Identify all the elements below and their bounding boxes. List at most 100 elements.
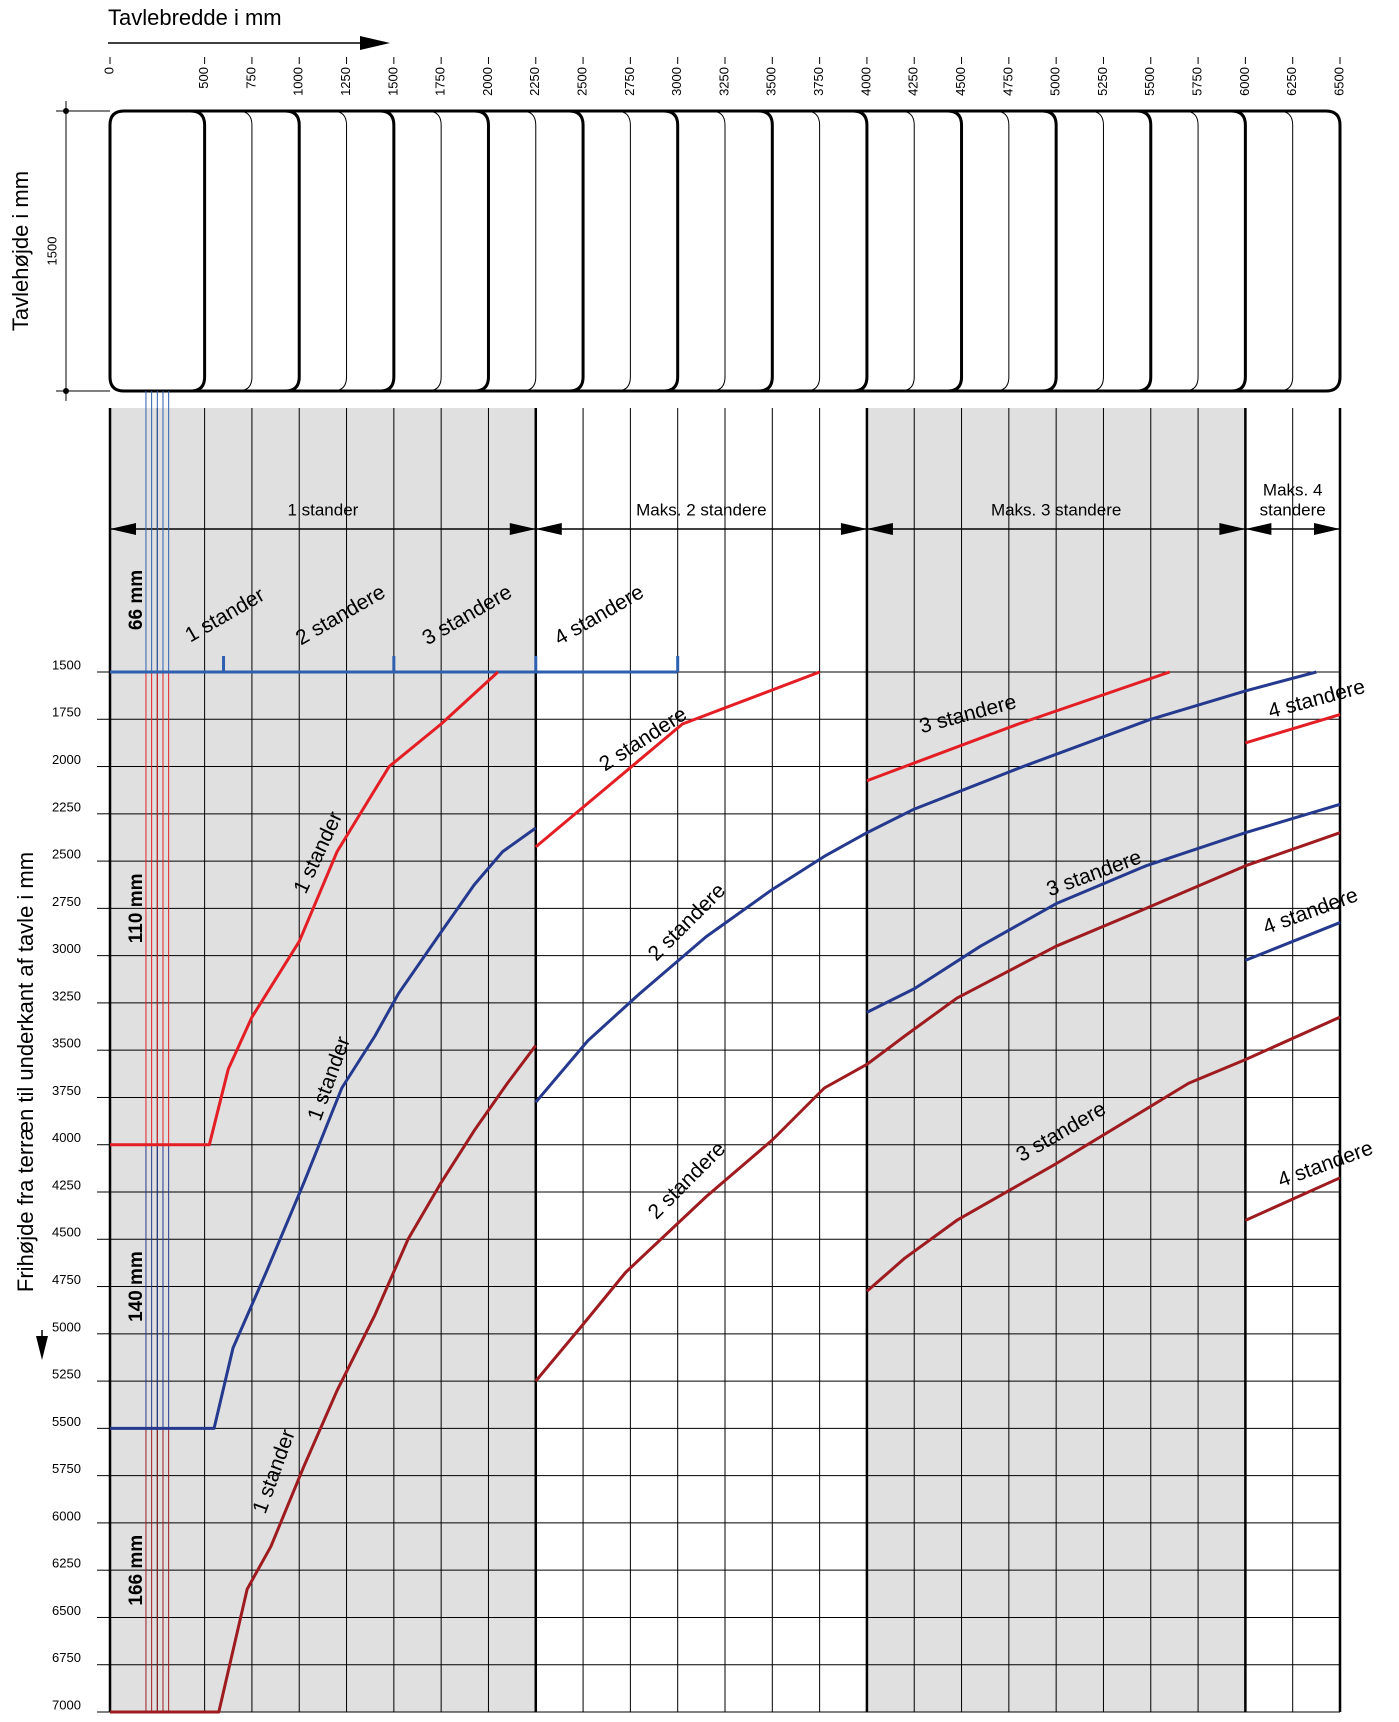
y-tick-label: 3500 (52, 1036, 81, 1051)
board-edge (190, 109, 207, 393)
x-tick-label: 750 (243, 67, 258, 89)
y-tick-label: 2000 (52, 752, 81, 767)
x-tick-label: 4500 (953, 67, 968, 96)
y-tick-label: 6250 (52, 1556, 81, 1571)
x-tick-label: 500 (196, 67, 211, 89)
board-edge (1278, 110, 1294, 392)
arrow-head (1314, 523, 1340, 535)
x-tick-label: 5750 (1190, 67, 1205, 96)
y-tick-label: 6000 (52, 1508, 81, 1523)
board-edge (237, 110, 253, 392)
board-edge (994, 110, 1010, 392)
y-tick-label: 2250 (52, 799, 81, 814)
x-tick-label: 3000 (669, 67, 684, 96)
board-edge (1325, 109, 1342, 393)
y-tick-label: 3250 (52, 988, 81, 1003)
board-edge (427, 110, 442, 392)
x-tick-label: 2500 (575, 67, 590, 96)
y-tick-label: 5000 (52, 1319, 81, 1334)
x-tick-label: 1250 (338, 67, 353, 96)
board-edge (616, 110, 631, 392)
x-tick-label: 4250 (906, 67, 921, 96)
board-edge (852, 109, 869, 393)
board-edge (332, 110, 348, 392)
x-tick-label: 4000 (858, 67, 873, 96)
zone-label: Maks. 2 standere (636, 500, 766, 519)
zone-label: standere (1260, 500, 1326, 519)
board-edge (947, 109, 964, 393)
zone-label: Maks. 4 (1263, 480, 1323, 499)
board-height-label: 1500 (44, 237, 59, 266)
y-tick-label: 4750 (52, 1272, 81, 1287)
arrow-head (1245, 523, 1272, 535)
y-axis-title: Frihøjde fra terræn til underkant af tav… (13, 852, 38, 1292)
y-tick-label: 5500 (52, 1414, 81, 1429)
arrow-head (36, 1336, 48, 1360)
board-edge (521, 110, 537, 392)
x-tick-label: 3500 (764, 67, 779, 96)
x-tick-label: 6000 (1237, 67, 1252, 96)
board-edge (1089, 110, 1104, 392)
y-tick-label: 7000 (52, 1697, 81, 1712)
y-tick-label: 3000 (52, 941, 81, 956)
dimension-dot (63, 108, 69, 114)
x-tick-label: 3750 (811, 67, 826, 96)
x-tick-label: 5500 (1142, 67, 1157, 96)
board-edge (569, 109, 585, 393)
zone-label: 1 stander (287, 500, 358, 519)
x-tick-label: 2250 (527, 67, 542, 96)
zone-label: Maks. 3 standere (991, 500, 1121, 519)
series-name: 110 mm (126, 873, 147, 943)
board-edge (108, 109, 125, 393)
arrow-head (509, 523, 536, 535)
y-tick-label: 4000 (52, 1130, 81, 1145)
zone-shade (110, 408, 536, 1712)
series-name: 66 mm (126, 570, 147, 630)
board-edge (758, 109, 774, 393)
x-axis-title: Tavlebredde i mm (108, 5, 282, 30)
x-tick-label: 6500 (1331, 67, 1346, 96)
arrow-head (110, 523, 136, 535)
y-tick-label: 4250 (52, 1177, 81, 1192)
board-edge (805, 110, 821, 392)
y-tick-label: 5250 (52, 1367, 81, 1382)
arrow-head (840, 523, 867, 535)
x-tick-label: 0 (101, 67, 116, 74)
board-axis-title: Tavlehøjde i mm (8, 171, 33, 331)
y-tick-label: 6750 (52, 1650, 81, 1665)
board-edge (710, 110, 726, 392)
x-tick-label: 1500 (385, 67, 400, 96)
board-edge (474, 109, 490, 393)
y-tick-label: 3750 (52, 1083, 81, 1098)
y-tick-label: 5750 (52, 1461, 81, 1476)
arrow-head (866, 523, 893, 535)
x-tick-label: 2000 (480, 67, 495, 96)
y-tick-label: 4500 (52, 1225, 81, 1240)
x-tick-label: 3250 (716, 67, 731, 96)
arrow-head (360, 36, 390, 50)
arrow-head (535, 523, 562, 535)
series-name: 140 mm (126, 1251, 147, 1322)
board-edge (663, 109, 680, 393)
x-tick-label: 2750 (622, 67, 637, 96)
x-tick-label: 5000 (1048, 67, 1063, 96)
board-edge (1184, 110, 1199, 392)
dimension-dot (63, 388, 69, 394)
y-tick-label: 2750 (52, 894, 81, 909)
y-tick-label: 1750 (52, 705, 81, 720)
board-edge (379, 109, 396, 393)
board-edge (1042, 109, 1058, 393)
series-name: 166 mm (126, 1535, 147, 1606)
arrow-head (1219, 523, 1246, 535)
series-line (110, 670, 1341, 1147)
series-line (110, 831, 1341, 1714)
x-tick-label: 1750 (433, 67, 448, 96)
y-tick-label: 1500 (52, 657, 81, 672)
board-edge (900, 110, 915, 392)
board-edge (285, 109, 301, 393)
board-edge (1136, 109, 1153, 393)
board-edge (1231, 109, 1247, 393)
series-line (110, 670, 1341, 1430)
